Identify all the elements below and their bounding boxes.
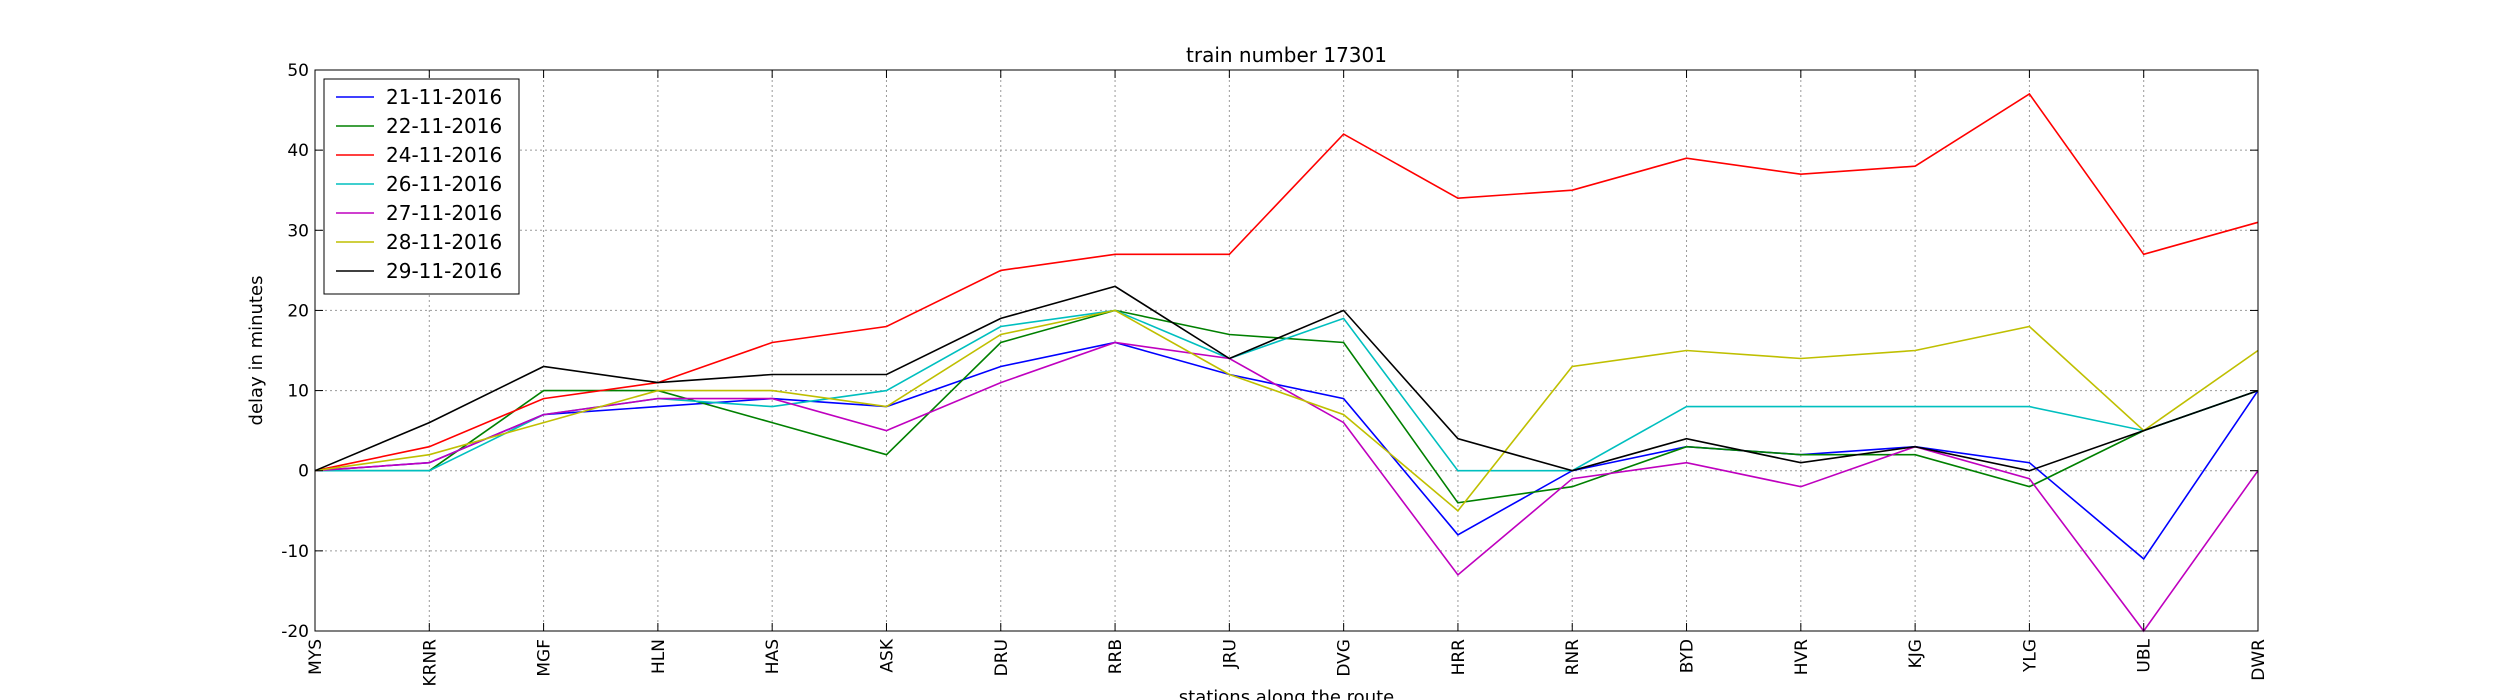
legend-entry-label: 28-11-2016 <box>386 230 502 254</box>
legend-entry-label: 24-11-2016 <box>386 143 502 167</box>
y-axis-ticks: -20 -10 0 10 20 30 40 50 <box>281 61 2258 642</box>
series-line-29-11-2016 <box>314 285 2259 472</box>
x-tick-label: RNR <box>1563 639 1583 676</box>
y-tick-label: 10 <box>287 382 309 402</box>
x-tick-label: KJG <box>1906 639 1926 668</box>
x-tick-label: YLG <box>2020 639 2040 673</box>
x-tick-label: MGF <box>535 639 555 677</box>
x-tick-label: DRU <box>992 639 1012 676</box>
legend-box <box>323 78 520 295</box>
x-tick-label: DWR <box>2249 639 2269 681</box>
x-tick-label: DVG <box>1335 639 1355 677</box>
legend-entry-label: 27-11-2016 <box>386 201 502 225</box>
y-axis-label: delay in minutes <box>246 276 267 426</box>
x-tick-label: RRB <box>1106 639 1126 674</box>
plot-area-frame <box>314 69 2259 632</box>
y-tick-label: -10 <box>281 542 309 562</box>
legend-entry-label: 29-11-2016 <box>386 259 502 283</box>
y-tick-label: 20 <box>287 301 309 321</box>
x-tick-label: UBL <box>2135 638 2155 672</box>
x-tick-label: KRNR <box>420 639 440 687</box>
y-tick-label: 40 <box>287 141 309 161</box>
x-tick-label: HRR <box>1449 639 1469 676</box>
x-tick-label: BYD <box>1678 639 1698 673</box>
legend-entry-label: 22-11-2016 <box>386 114 502 138</box>
series-line-24-11-2016 <box>314 92 2259 472</box>
x-tick-label: ASK <box>877 638 897 672</box>
x-tick-label: JRU <box>1220 639 1240 669</box>
series-line-27-11-2016 <box>314 341 2259 633</box>
y-tick-label: 0 <box>298 462 309 482</box>
legend-entry-label: 26-11-2016 <box>386 172 502 196</box>
x-tick-label: MYS <box>306 639 326 675</box>
series-line-21-11-2016 <box>314 341 2259 561</box>
y-tick-label: -20 <box>281 622 309 642</box>
y-tick-label: 50 <box>287 61 309 81</box>
chart-title: train number 17301 <box>1186 43 1387 67</box>
x-axis-ticks: MYS KRNR MGF HLN HAS ASK DRU RRB JRU DVG HRR RNR BYD… <box>306 70 2269 687</box>
x-tick-label: HAS <box>763 639 783 674</box>
legend: 21-11-2016 22-11-2016 24-11-2016 26-11-2016… <box>323 78 520 295</box>
grid-lines <box>315 70 2258 631</box>
y-tick-label: 30 <box>287 221 309 241</box>
x-tick-label: HVR <box>1792 639 1812 675</box>
x-axis-label: stations along the route <box>1179 687 1394 700</box>
legend-entry-label: 21-11-2016 <box>386 85 502 109</box>
series-lines <box>314 92 2259 633</box>
x-tick-label: HLN <box>649 639 669 674</box>
series-line-28-11-2016 <box>314 309 2259 512</box>
